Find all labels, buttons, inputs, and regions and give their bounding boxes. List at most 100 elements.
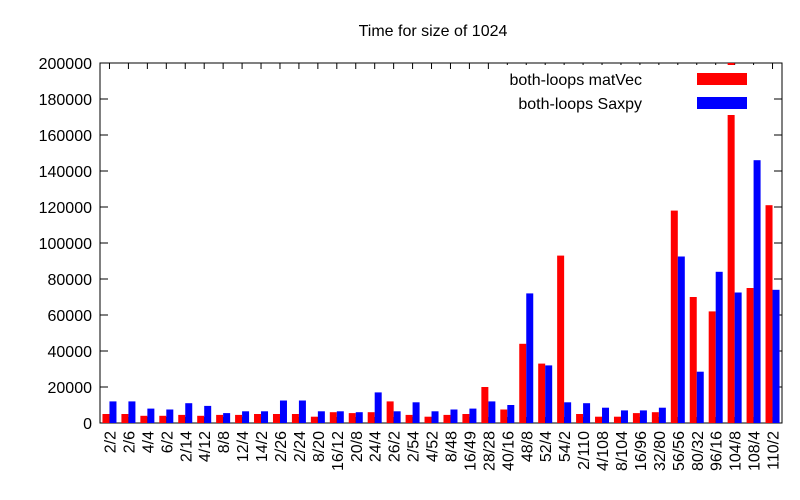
x-tick-label: 8/20: [311, 431, 328, 462]
bar: [481, 387, 489, 423]
x-tick-label: 4/12: [197, 431, 214, 462]
bar: [291, 414, 299, 423]
x-tick-label: 110/2: [766, 431, 783, 470]
y-tick-label: 60000: [48, 308, 93, 325]
x-tick-label: 56/56: [671, 431, 688, 471]
bar: [595, 416, 603, 423]
x-tick-label: 48/8: [519, 431, 536, 462]
bar: [746, 288, 754, 423]
x-tick-label: 24/4: [368, 431, 385, 462]
bar: [507, 405, 515, 423]
y-tick-label: 20000: [48, 380, 93, 397]
bar: [310, 416, 318, 423]
x-tick-label: 40/16: [500, 431, 517, 471]
y-tick-label: 200000: [39, 56, 92, 73]
bar: [317, 411, 325, 423]
bar: [545, 365, 553, 423]
y-tick-label: 100000: [39, 236, 92, 253]
bar: [727, 63, 735, 423]
bar: [279, 400, 287, 423]
bar: [298, 400, 306, 423]
y-tick-label: 180000: [39, 92, 92, 109]
x-tick-label: 8/48: [443, 431, 460, 462]
bar: [223, 413, 231, 423]
bar: [651, 412, 659, 423]
bar: [242, 411, 250, 423]
bar: [639, 410, 647, 423]
bar: [708, 311, 716, 423]
x-tick-label: 2/24: [292, 431, 309, 462]
bar: [204, 405, 212, 423]
bar: [329, 412, 337, 423]
bar: [576, 414, 584, 423]
bar: [677, 256, 685, 423]
bar: [393, 411, 401, 423]
bar: [355, 412, 363, 423]
bar: [261, 411, 269, 423]
x-tick-label: 2/2: [102, 431, 119, 453]
y-tick-label: 80000: [48, 272, 93, 289]
x-tick-label: 6/2: [159, 431, 176, 453]
x-tick-label: 4/108: [595, 431, 612, 471]
bar: [128, 401, 136, 423]
x-tick-label: 14/2: [254, 431, 271, 462]
bar: [185, 403, 193, 423]
bar: [405, 414, 413, 423]
chart-title: Time for size of 1024: [359, 23, 508, 40]
bar: [632, 413, 640, 423]
bar: [696, 371, 704, 423]
bar: [374, 392, 382, 423]
x-tick-label: 26/2: [387, 431, 404, 462]
x-tick-label: 2/26: [273, 431, 290, 462]
x-tick-label: 4/4: [140, 431, 157, 453]
bar: [178, 414, 186, 423]
x-tick-label: 12/4: [235, 431, 252, 462]
legend-label: both-loops Saxpy: [518, 96, 642, 113]
y-tick-label: 120000: [39, 200, 92, 217]
bar: [689, 297, 697, 423]
bar: [109, 401, 117, 423]
bar: [412, 402, 420, 423]
x-tick-label: 2/54: [406, 431, 423, 462]
x-tick-label: 108/4: [747, 431, 764, 471]
bar: [602, 407, 610, 423]
bar: [519, 343, 527, 423]
bar: [235, 414, 243, 423]
y-tick-label: 140000: [39, 164, 92, 181]
bar: [734, 292, 742, 423]
bar: [658, 407, 666, 423]
bar: [166, 409, 174, 423]
bar: [348, 413, 356, 423]
x-tick-label: 16/96: [633, 431, 650, 471]
x-tick-label: 8/104: [614, 431, 631, 471]
x-tick-label: 16/12: [330, 431, 347, 471]
bar: [386, 401, 394, 423]
x-tick-label: 4/52: [425, 431, 442, 462]
bar: [197, 415, 205, 423]
bar: [450, 409, 458, 423]
bar: [254, 414, 262, 423]
bar: [772, 289, 780, 423]
legend-swatch: [697, 97, 747, 109]
legend-swatch: [697, 73, 747, 85]
bar: [620, 410, 628, 423]
bar: [367, 412, 375, 423]
bar: [159, 415, 167, 423]
x-tick-label: 2/14: [178, 431, 195, 462]
bar: [564, 402, 572, 423]
bar: [557, 255, 565, 423]
x-tick-label: 52/4: [538, 431, 555, 462]
bar: [424, 416, 432, 423]
bar: [431, 411, 439, 423]
bar: [102, 414, 110, 423]
bar: [272, 414, 280, 423]
bar: [613, 416, 621, 423]
x-tick-label: 2/110: [576, 431, 593, 470]
bar: [753, 160, 761, 423]
y-tick-label: 160000: [39, 128, 92, 145]
bar: [715, 271, 723, 423]
x-tick-label: 80/32: [690, 431, 707, 471]
bar: [500, 409, 508, 423]
x-tick-label: 8/8: [216, 431, 233, 453]
legend-label: both-loops matVec: [509, 72, 642, 89]
